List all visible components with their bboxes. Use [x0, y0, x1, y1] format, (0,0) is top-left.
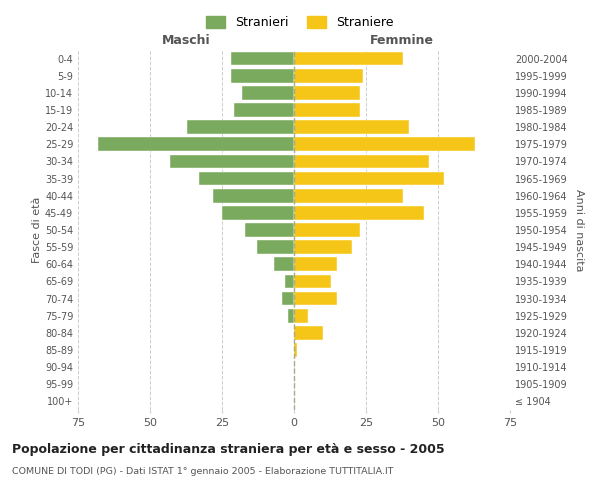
Y-axis label: Anni di nascita: Anni di nascita [574, 188, 584, 271]
Text: Maschi: Maschi [161, 34, 211, 46]
Bar [245, 223, 294, 237]
Bar [222, 206, 294, 220]
Bar [294, 189, 403, 202]
Bar [294, 120, 409, 134]
Bar [294, 240, 352, 254]
Bar [98, 138, 294, 151]
Bar [294, 69, 363, 82]
Bar [294, 52, 403, 66]
Bar [230, 69, 294, 82]
Y-axis label: Fasce di età: Fasce di età [32, 197, 42, 263]
Bar [187, 120, 294, 134]
Bar [294, 292, 337, 306]
Bar [286, 274, 294, 288]
Bar [170, 154, 294, 168]
Bar [294, 223, 360, 237]
Text: COMUNE DI TODI (PG) - Dati ISTAT 1° gennaio 2005 - Elaborazione TUTTITALIA.IT: COMUNE DI TODI (PG) - Dati ISTAT 1° genn… [12, 468, 394, 476]
Bar [294, 172, 444, 185]
Bar [294, 258, 337, 271]
Bar [199, 172, 294, 185]
Bar [294, 206, 424, 220]
Bar [294, 86, 360, 100]
Bar [233, 103, 294, 117]
Bar [294, 154, 430, 168]
Bar [242, 86, 294, 100]
Bar [294, 103, 360, 117]
Bar [230, 52, 294, 66]
Bar [294, 309, 308, 322]
Bar [294, 343, 297, 357]
Bar [257, 240, 294, 254]
Bar [294, 274, 331, 288]
Legend: Stranieri, Straniere: Stranieri, Straniere [202, 11, 398, 34]
Bar [294, 138, 475, 151]
Bar [214, 189, 294, 202]
Text: Popolazione per cittadinanza straniera per età e sesso - 2005: Popolazione per cittadinanza straniera p… [12, 442, 445, 456]
Text: Femmine: Femmine [370, 34, 434, 46]
Bar [274, 258, 294, 271]
Bar [283, 292, 294, 306]
Bar [288, 309, 294, 322]
Bar [294, 326, 323, 340]
